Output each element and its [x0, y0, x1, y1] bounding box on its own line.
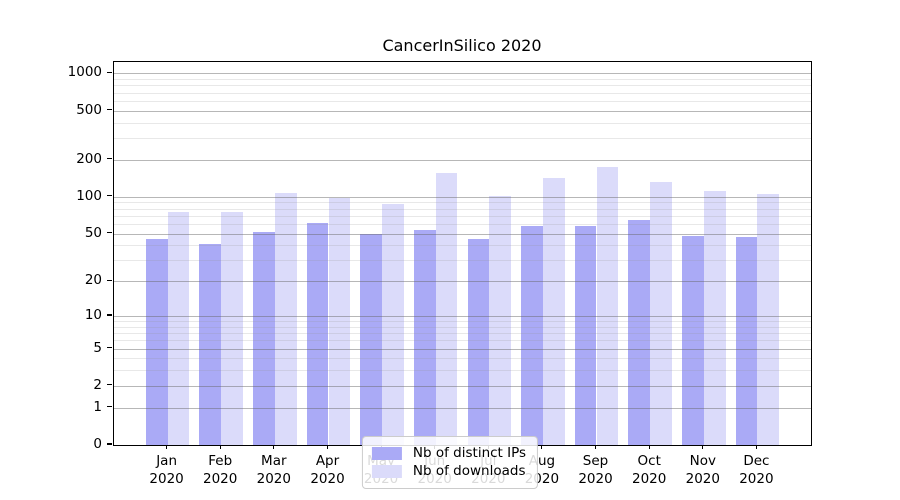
bar-aug-downloads: [542, 177, 565, 445]
bar-jun-distinct-ips: [413, 230, 436, 445]
y-tick-mark: [107, 347, 112, 349]
x-label-month: Nov: [689, 453, 716, 469]
legend-label-downloads: Nb of downloads: [412, 463, 526, 479]
bar-mar-downloads: [274, 193, 297, 445]
bar-jul-distinct-ips: [467, 239, 490, 445]
x-tick-mark: [702, 445, 704, 449]
bar-nov-downloads: [703, 191, 726, 445]
x-label-year: 2020: [578, 471, 613, 487]
gridline-minor: [114, 122, 811, 124]
bar-nov-distinct-ips: [682, 235, 704, 445]
bar-apr-downloads: [328, 197, 351, 445]
bar-dec-downloads: [757, 194, 780, 445]
y-tick-mark: [107, 71, 112, 73]
y-tick-mark: [107, 314, 112, 316]
x-label-year: 2020: [203, 471, 238, 487]
y-axis-tick-label: 0: [93, 436, 102, 452]
x-axis-tick-label: Feb 2020: [188, 452, 252, 488]
legend-label-distinct-ips: Nb of distinct IPs: [412, 445, 527, 461]
y-axis-tick-label: 100: [76, 187, 102, 204]
bar-sep-downloads: [596, 166, 619, 445]
x-label-month: Mar: [261, 453, 287, 469]
x-label-year: 2020: [685, 471, 720, 487]
y-axis-tick-label: 5: [93, 339, 102, 356]
x-axis-tick-label: Apr 2020: [296, 452, 360, 488]
gridline-minor: [114, 85, 811, 87]
chart-title: CancerInSilico 2020: [382, 36, 542, 55]
bar-oct-downloads: [650, 181, 672, 445]
x-label-year: 2020: [256, 471, 291, 487]
bar-jul-downloads: [489, 196, 512, 445]
x-label-month: Oct: [637, 453, 661, 469]
x-label-year: 2020: [149, 471, 184, 487]
bar-jan-downloads: [167, 212, 190, 445]
gridline-minor: [114, 79, 811, 80]
x-axis-tick-label: Nov 2020: [671, 452, 735, 488]
legend: Nb of distinct IPs Nb of downloads: [361, 436, 539, 489]
y-tick-mark: [107, 406, 112, 408]
x-tick-mark: [594, 445, 597, 449]
legend-row-distinct-ips: Nb of distinct IPs: [371, 445, 527, 461]
bar-may-downloads: [382, 203, 404, 445]
gridline-minor: [114, 92, 811, 94]
gridline-major: [114, 73, 811, 75]
x-axis-tick-label: Oct 2020: [617, 452, 681, 488]
bar-apr-distinct-ips: [306, 223, 329, 445]
y-tick-mark: [107, 384, 112, 386]
y-tick-mark: [107, 443, 112, 445]
y-axis-tick-label: 1000: [67, 64, 102, 81]
bar-jun-downloads: [435, 173, 458, 445]
gridline-minor: [114, 138, 811, 139]
bar-oct-distinct-ips: [628, 220, 651, 445]
bar-feb-downloads: [221, 212, 243, 445]
y-axis-tick-label: 500: [76, 101, 102, 118]
x-label-month: Feb: [208, 453, 233, 469]
x-tick-mark: [166, 445, 168, 449]
bar-may-distinct-ips: [360, 233, 383, 445]
x-label-month: Apr: [315, 453, 340, 469]
y-tick-mark: [107, 279, 112, 281]
bar-feb-distinct-ips: [199, 243, 222, 445]
x-label-month: Dec: [743, 453, 770, 469]
gridline-major: [114, 159, 811, 161]
x-label-year: 2020: [739, 471, 774, 487]
bar-sep-distinct-ips: [574, 225, 597, 445]
y-axis-tick-label: 20: [84, 272, 102, 289]
y-tick-mark: [107, 158, 112, 160]
bar-mar-distinct-ips: [253, 232, 275, 445]
plot-area: [113, 61, 812, 446]
x-tick-mark: [273, 445, 275, 449]
x-axis-tick-label: Sep 2020: [564, 452, 628, 488]
bar-dec-distinct-ips: [735, 236, 758, 445]
gridline-major: [114, 110, 811, 112]
legend-swatch-downloads-icon: [371, 464, 402, 478]
x-tick-mark: [219, 445, 221, 449]
x-tick-mark: [755, 445, 757, 449]
legend-row-downloads: Nb of downloads: [371, 463, 526, 479]
x-axis-tick-label: Mar 2020: [242, 452, 306, 488]
legend-swatch-distinct-ips-icon: [371, 446, 402, 460]
y-axis-tick-label: 200: [76, 150, 102, 167]
gridline-minor: [114, 100, 811, 102]
x-label-month: Jan: [156, 453, 177, 469]
bar-aug-distinct-ips: [521, 225, 543, 445]
x-axis-tick-label: Dec 2020: [724, 452, 788, 488]
x-label-year: 2020: [632, 471, 667, 487]
x-label-year: 2020: [310, 471, 345, 487]
x-tick-mark: [541, 445, 543, 449]
x-axis-tick-label: Jan 2020: [135, 452, 199, 488]
y-axis-tick-label: 50: [84, 224, 102, 241]
y-axis-tick-label: 2: [93, 376, 102, 393]
y-tick-mark: [107, 195, 112, 197]
x-tick-mark: [326, 445, 329, 449]
x-tick-mark: [648, 445, 650, 449]
y-axis-tick-label: 1: [93, 398, 102, 415]
y-axis-tick-label: 10: [84, 307, 102, 323]
y-tick-mark: [107, 108, 112, 111]
y-tick-mark: [107, 231, 112, 234]
bar-jan-distinct-ips: [145, 239, 168, 445]
x-label-month: Sep: [582, 453, 609, 469]
